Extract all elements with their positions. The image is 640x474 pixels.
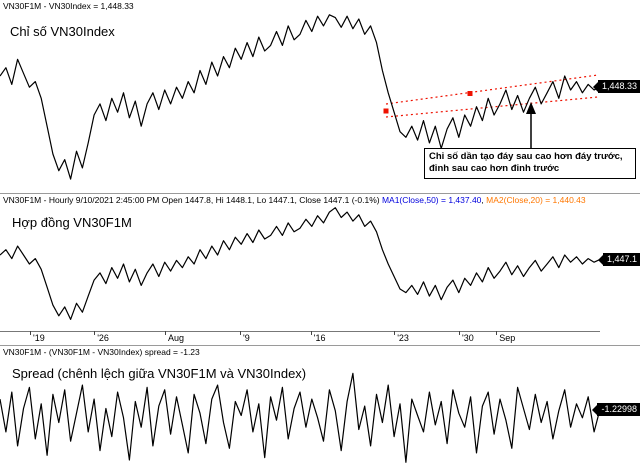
- trendline-lower[interactable]: [385, 96, 599, 118]
- vn30index-chart[interactable]: [0, 12, 600, 193]
- trendline-upper[interactable]: [385, 74, 599, 105]
- panel3-header: VN30F1M - (VN30F1M - VN30Index) spread =…: [0, 345, 640, 357]
- panel2-header-text: VN30F1M - Hourly 9/10/2021 2:45:00 PM Op…: [3, 195, 382, 205]
- vn30index-price-line: [0, 14, 600, 180]
- panel2-label: Hợp đồng VN30F1M: [12, 215, 132, 230]
- panel2-price-tag: 1,447.1: [602, 253, 640, 266]
- panel1-header: VN30F1M - VN30Index = 1,448.33: [0, 0, 640, 12]
- panel3-header-text: VN30F1M - (VN30F1M - VN30Index) spread =…: [3, 347, 200, 357]
- ma1-label: MA1(Close,50) = 1,437.40: [381, 195, 482, 205]
- x-axis[interactable]: '19 '26 Aug '9 '16 '23 '30 Sep: [0, 331, 600, 345]
- x-tick-19: '19: [30, 331, 45, 343]
- x-tick-16: '16: [310, 331, 326, 343]
- panel3-price-tag: -1.22998: [597, 403, 640, 416]
- annotation-box[interactable]: Chỉ số dần tạo đáy sau cao hơn đáy trước…: [424, 148, 636, 179]
- annotation-text: Chỉ số dần tạo đáy sau cao hơn đáy trước…: [429, 151, 623, 175]
- x-tick-Sep: Sep: [496, 331, 516, 343]
- panel1-label: Chỉ số VN30Index: [10, 24, 115, 39]
- annotation-arrow-head: [526, 102, 536, 114]
- x-tick-30: '30: [459, 331, 474, 343]
- trendline-handle-mid[interactable]: [467, 91, 473, 96]
- vn30f1m-chart[interactable]: [0, 205, 600, 331]
- ma-separator: ,: [481, 195, 487, 205]
- x-tick-26: '26: [94, 331, 109, 343]
- panel1-header-text: VN30F1M - VN30Index = 1,448.33: [3, 1, 134, 11]
- panel2-header: VN30F1M - Hourly 9/10/2021 2:45:00 PM Op…: [0, 193, 640, 205]
- panel3-label: Spread (chênh lệch giữa VN30F1M và VN30I…: [12, 366, 307, 381]
- ma2-label: MA2(Close,20) = 1,440.43: [486, 195, 586, 205]
- x-tick-9: '9: [240, 331, 250, 343]
- trendline-handle-start[interactable]: [383, 108, 389, 114]
- vn30f1m-price-line: [0, 207, 600, 321]
- spread-price-line: [0, 372, 600, 463]
- panel1-price-tag: 1,448.33: [597, 80, 640, 93]
- x-tick-Aug: Aug: [164, 331, 185, 343]
- x-tick-23: '23: [394, 331, 409, 343]
- spread-chart[interactable]: [0, 357, 600, 474]
